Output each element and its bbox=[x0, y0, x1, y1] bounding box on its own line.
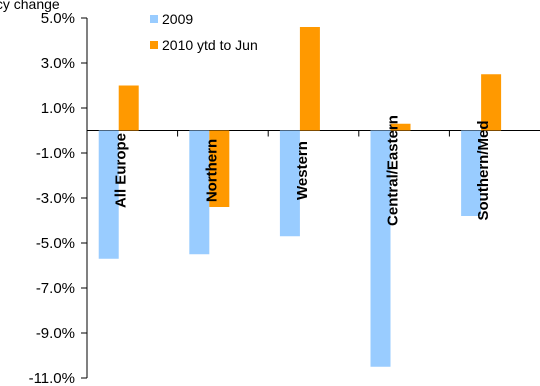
legend-swatch-2009 bbox=[150, 15, 158, 23]
y-tick-label: -5.0% bbox=[36, 235, 75, 252]
category-label: Central/Eastern bbox=[384, 115, 401, 226]
y-tick-label: -3.0% bbox=[36, 190, 75, 207]
category-label: Northern bbox=[203, 139, 220, 202]
legend: 2009 2010 ytd to Jun bbox=[150, 11, 258, 53]
bar-2009-all-europe bbox=[98, 130, 119, 259]
bar-2010-ytd-western bbox=[299, 27, 320, 131]
legend-label-2009: 2009 bbox=[162, 11, 193, 27]
category-label: Western bbox=[294, 141, 311, 200]
bar-2009-central-eastern bbox=[370, 130, 391, 367]
chart-title: ancy change bbox=[0, 0, 60, 12]
y-tick-label: 1.0% bbox=[41, 100, 75, 117]
bar-2009-northern bbox=[189, 130, 210, 255]
bar-2009-western bbox=[279, 130, 300, 237]
y-tick-label: 3.0% bbox=[41, 55, 75, 72]
legend-label-2010-ytd: 2010 ytd to Jun bbox=[162, 37, 258, 53]
bars bbox=[98, 27, 502, 367]
y-tick-label: 5.0% bbox=[41, 10, 75, 27]
bar-2010-ytd-all-europe bbox=[118, 85, 139, 131]
category-labels: All Europe Northern Western Central/Eastern… bbox=[113, 115, 492, 226]
y-tick-label: -1.0% bbox=[36, 145, 75, 162]
bar-2009-southern-med bbox=[461, 130, 482, 216]
bar-2010-ytd-southern-med bbox=[481, 74, 502, 131]
bar-2010-ytd-central-eastern bbox=[390, 123, 411, 131]
y-tick-label: -9.0% bbox=[36, 325, 75, 342]
legend-swatch-2010-ytd bbox=[150, 41, 158, 49]
y-axis: 5.0% 3.0% 1.0% -1.0% -3.0% -5.0% -7.0% -9.0% -11… bbox=[29, 10, 540, 386]
category-label: All Europe bbox=[113, 133, 130, 208]
bar-2010-ytd-northern bbox=[209, 130, 230, 207]
category-label: Southern/Med bbox=[475, 121, 492, 221]
y-tick-label: -7.0% bbox=[36, 280, 75, 297]
y-tick-label: -11.0% bbox=[29, 370, 75, 386]
